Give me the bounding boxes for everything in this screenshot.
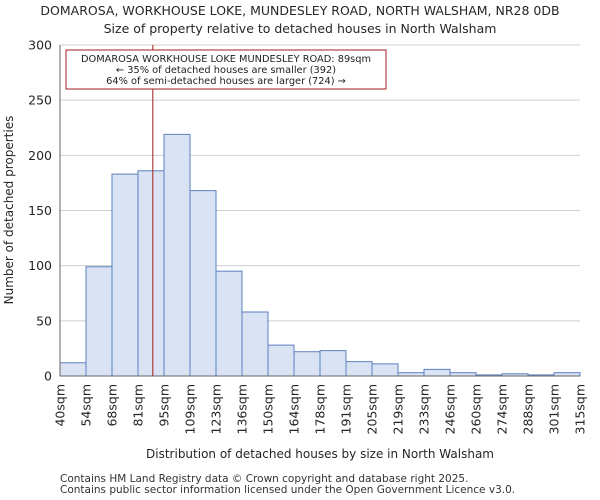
y-tick-label: 250 [28,93,52,108]
bars [59,133,581,377]
y-tick-label: 50 [36,313,52,328]
histogram-bar [423,368,451,377]
y-tick-label: 200 [28,148,52,163]
x-tick-label: 274sqm [495,384,510,434]
x-tick-label: 205sqm [365,384,380,434]
x-tick-label: 95sqm [157,384,172,427]
footer-licence: Contains public sector information licen… [60,484,516,496]
histogram-bar [241,311,269,377]
x-tick-label: 246sqm [443,384,458,434]
y-tick-label: 100 [28,258,52,273]
histogram-bar [163,133,191,377]
axes: 0 50 100 150 200 250 300 40sqm 54sqm 68sqm 81sqm 95… [28,38,587,435]
x-tick-label: 123sqm [209,384,224,434]
x-tick-label: 150sqm [261,384,276,434]
x-tick-label: 315sqm [573,384,588,434]
x-tick-label: 233sqm [417,384,432,434]
histogram-bar [111,173,139,377]
x-tick-label: 219sqm [391,384,406,434]
histogram-bar [345,361,373,377]
y-tick-label: 150 [28,203,52,218]
annotation-line: 64% of semi-detached houses are larger (… [106,76,346,87]
x-tick-label: 136sqm [235,384,250,434]
y-axis-label: Number of detached properties [2,116,16,305]
x-tick-label: 301sqm [547,384,562,434]
histogram-bar [293,351,321,377]
histogram-bar [137,170,165,377]
annotation: DOMAROSA WORKHOUSE LOKE MUNDESLEY ROAD: … [65,49,387,90]
x-tick-label: 288sqm [521,384,536,434]
chart-title: DOMAROSA, WORKHOUSE LOKE, MUNDESLEY ROAD… [40,3,560,18]
y-tick-label: 0 [44,369,52,384]
histogram-bar [371,363,399,377]
x-axis-label: Distribution of detached houses by size … [146,447,494,461]
chart-subtitle: Size of property relative to detached ho… [103,21,497,36]
x-tick-label: 178sqm [313,384,328,434]
x-tick-label: 68sqm [105,384,120,427]
y-tick-label: 300 [28,38,52,53]
histogram-bar [267,344,295,377]
histogram-bar [189,190,217,377]
x-tick-label: 191sqm [339,384,354,434]
x-tick-label: 164sqm [287,384,302,434]
footer-copyright: Contains HM Land Registry data © Crown c… [60,473,469,485]
x-tick-label: 109sqm [183,384,198,434]
x-tick-label: 40sqm [53,384,68,427]
histogram-bar [59,362,87,377]
x-tick-label: 54sqm [79,384,94,427]
annotation-line: ← 35% of detached houses are smaller (39… [116,65,336,76]
histogram-bar [85,266,113,377]
x-tick-label: 260sqm [469,384,484,434]
histogram-bar [215,270,243,377]
histogram-bar [319,350,347,377]
annotation-box [65,49,387,90]
x-tick-label: 81sqm [131,384,146,427]
annotation-line: DOMAROSA WORKHOUSE LOKE MUNDESLEY ROAD: … [81,54,371,65]
